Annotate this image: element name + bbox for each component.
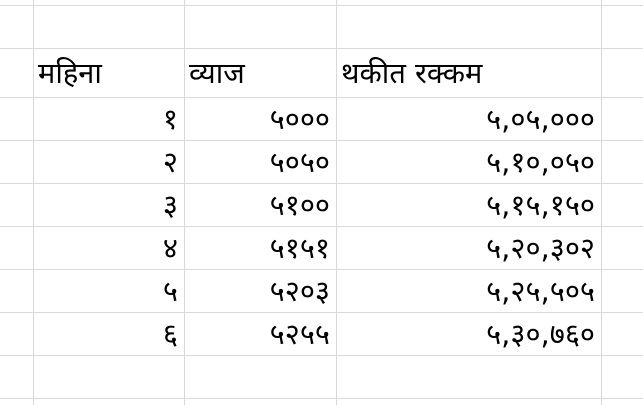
cell-month[interactable]: ३ [162,188,178,222]
column-divider [336,0,337,405]
row-divider [0,269,643,270]
row-divider [0,398,643,399]
row-divider [0,312,643,313]
column-divider [33,0,34,405]
header-cell-interest[interactable]: व्याज [189,56,245,90]
column-divider [601,0,602,405]
cell-interest[interactable]: ५०५० [269,145,330,179]
cell-interest[interactable]: ५१५१ [269,231,330,265]
header-cell-balance[interactable]: थकीत रक्कम [341,56,483,90]
row-divider [0,48,643,49]
cell-interest[interactable]: ५२५५ [269,317,330,351]
cell-month[interactable]: ४ [162,231,178,265]
cell-balance[interactable]: ५,२५,५०५ [486,274,595,308]
row-divider [0,355,643,356]
cell-balance[interactable]: ५,१५,१५० [486,188,595,222]
cell-balance[interactable]: ५,२०,३०२ [486,231,595,265]
cell-interest[interactable]: ५१०० [269,188,330,222]
row-divider [0,226,643,227]
header-cell-month[interactable]: महिना [38,56,102,90]
cell-month[interactable]: ५ [162,274,178,308]
row-divider [0,5,643,6]
cell-month[interactable]: ६ [162,317,178,351]
row-divider [0,183,643,184]
row-divider [0,140,643,141]
cell-balance[interactable]: ५,०५,००० [486,102,595,136]
row-divider [0,97,643,98]
cell-balance[interactable]: ५,३०,७६० [486,317,595,351]
cell-interest[interactable]: ५००० [269,102,330,136]
cell-month[interactable]: २ [162,145,178,179]
cell-balance[interactable]: ५,१०,०५० [486,145,595,179]
cell-interest[interactable]: ५२०३ [269,274,330,308]
column-divider [184,0,185,405]
cell-month[interactable]: १ [162,102,178,136]
